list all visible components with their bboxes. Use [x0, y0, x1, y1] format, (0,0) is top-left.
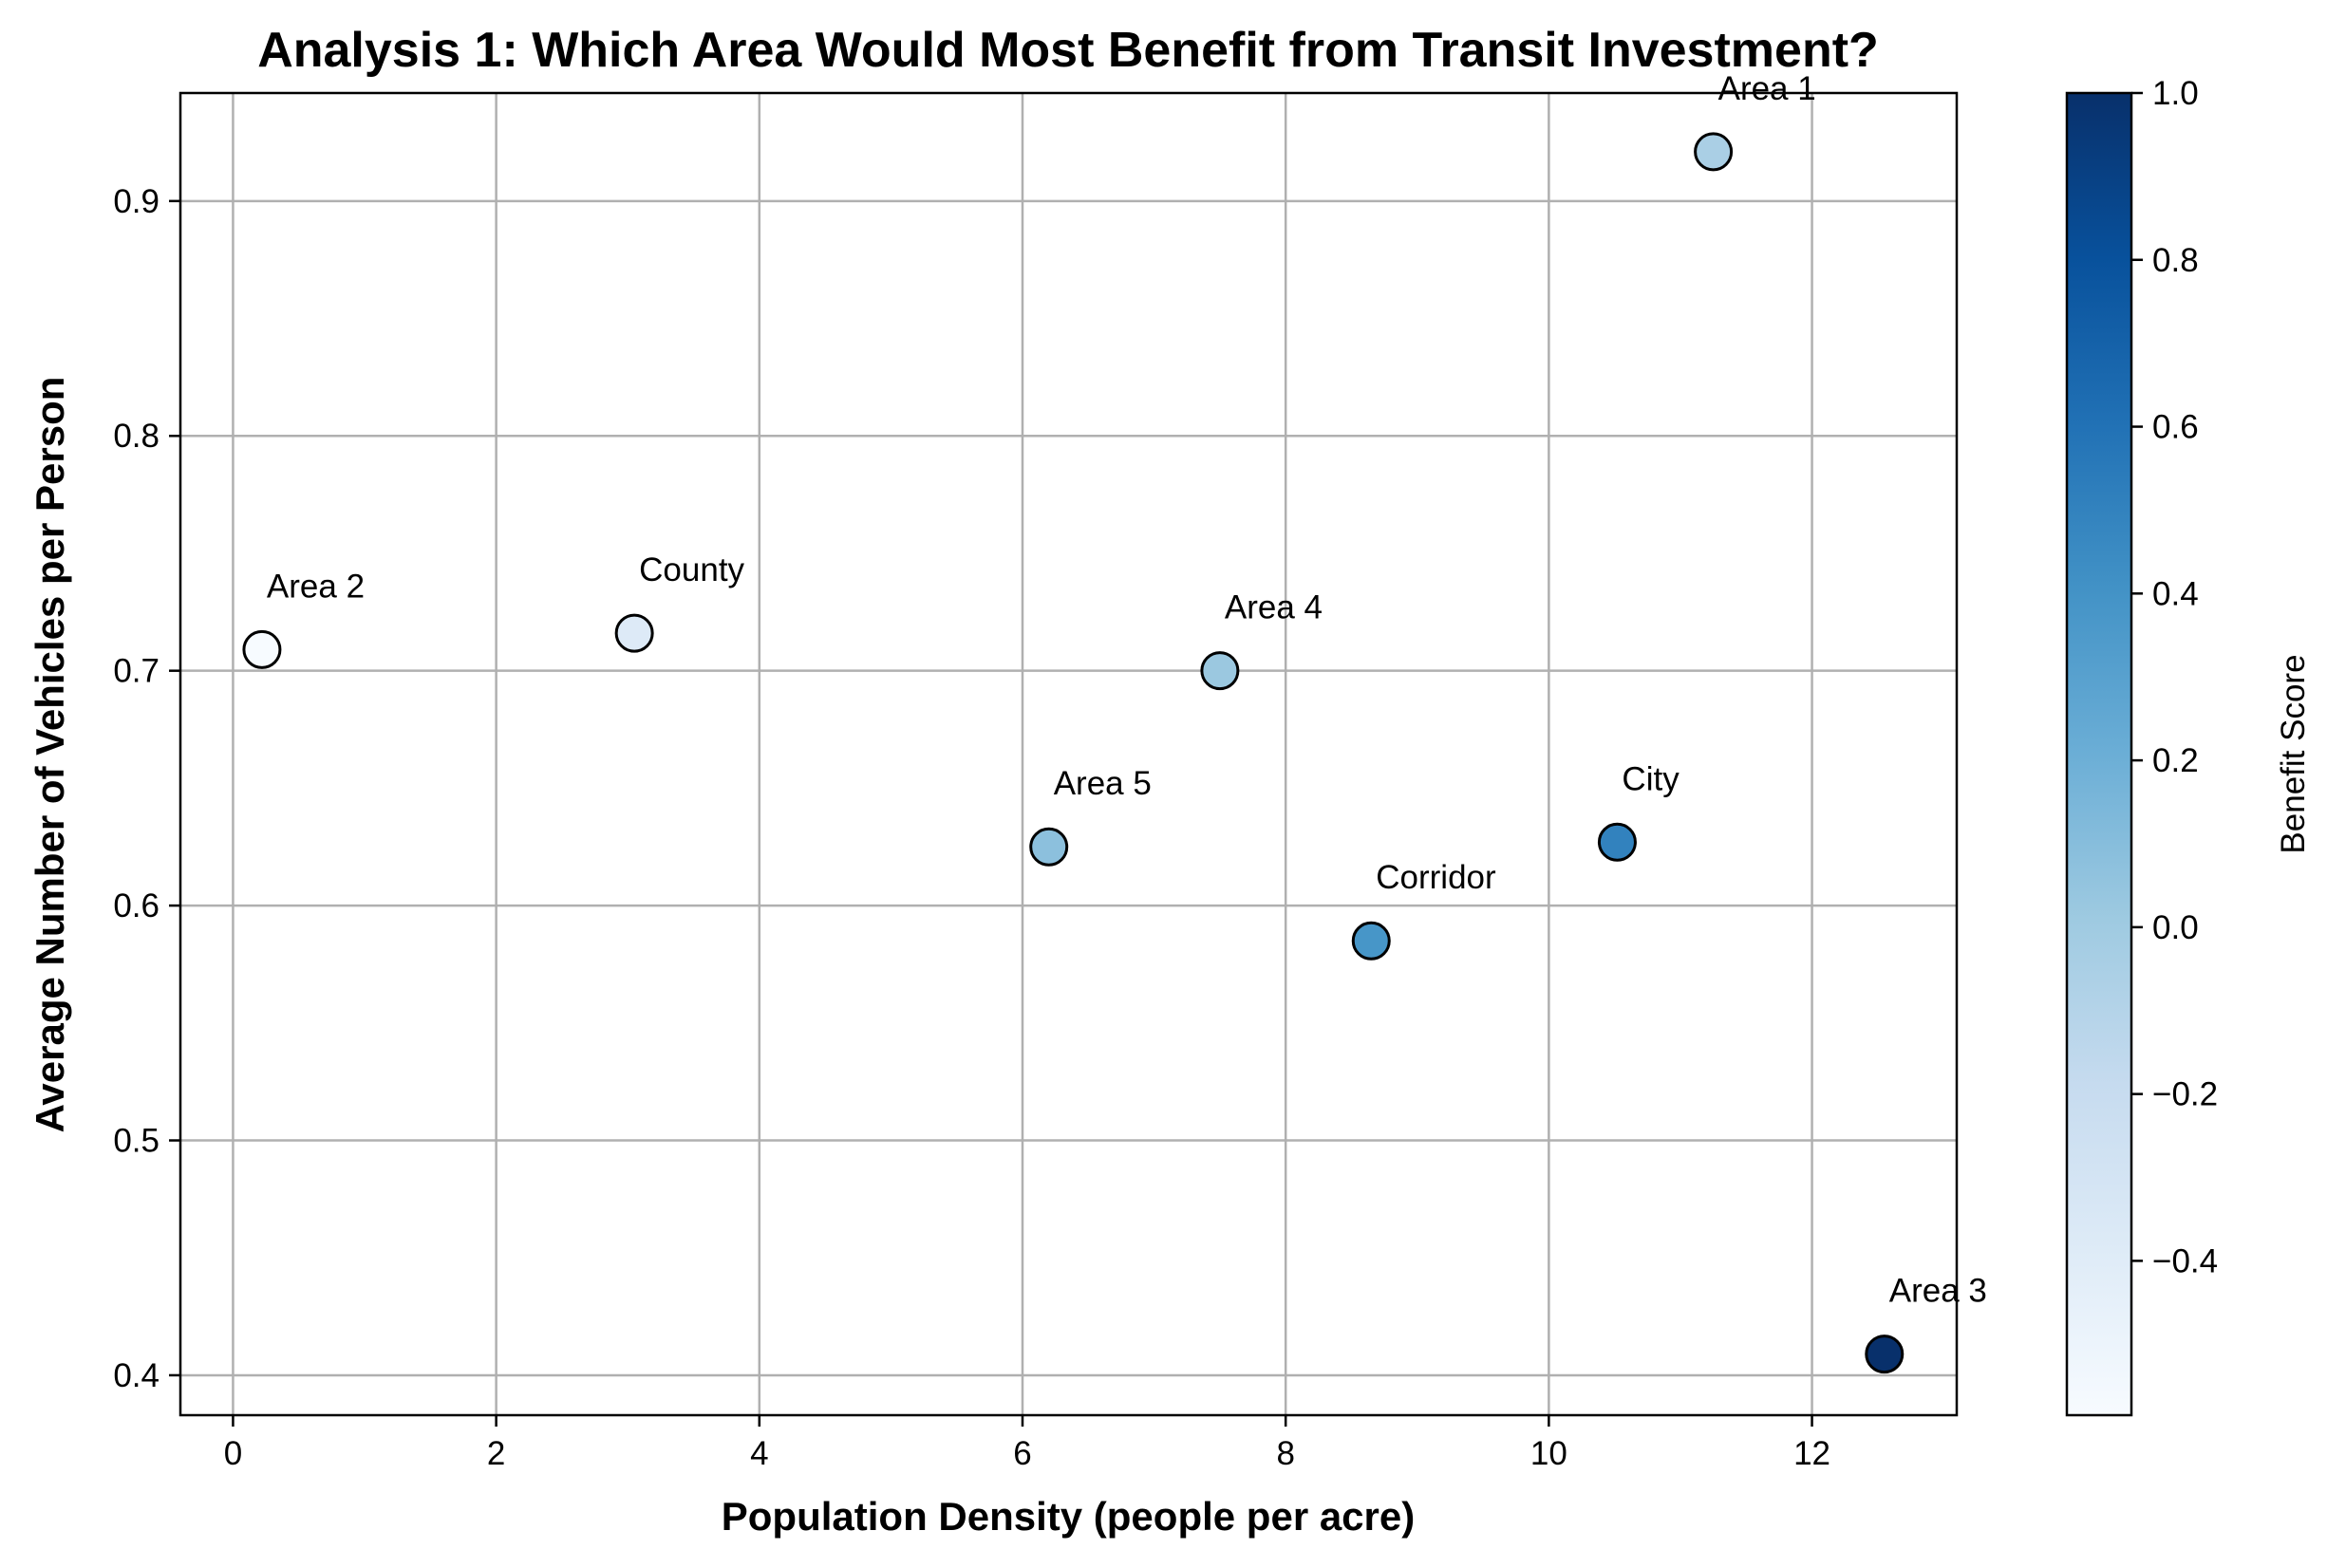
colorbar-tick-label: −0.4: [2152, 1242, 2218, 1279]
x-tick-label: 8: [1276, 1435, 1294, 1472]
y-axis-label: Average Number of Vehicles per Person: [28, 377, 72, 1133]
data-points: [242, 132, 1905, 1374]
x-axis-label: Population Density (people per acre): [722, 1494, 1415, 1539]
y-tick-label: 0.4: [113, 1357, 160, 1394]
colorbar-label: Benefit Score: [2275, 654, 2312, 853]
colorbar: [2065, 91, 2133, 1417]
data-point: [1200, 651, 1240, 691]
colorbar-tick-label: 0.0: [2152, 909, 2199, 946]
x-tick-label: 12: [1793, 1435, 1830, 1472]
x-tick-label: 0: [224, 1435, 242, 1472]
x-tick-label: 10: [1530, 1435, 1567, 1472]
point-label: Area 1: [1718, 70, 1816, 107]
chart-title: Analysis 1: Which Area Would Most Benefi…: [257, 23, 1879, 78]
data-point: [1597, 822, 1637, 862]
x-axis-ticks: 0 2 4 6 8 10 12: [224, 1415, 1830, 1472]
grid-lines: [180, 93, 1957, 1415]
y-tick-label: 0.5: [113, 1123, 160, 1160]
data-point: [242, 629, 282, 669]
point-label: Area 3: [1889, 1273, 1987, 1310]
data-point: [1694, 132, 1734, 172]
point-label: Area 4: [1225, 589, 1323, 626]
point-label: Area 5: [1054, 765, 1152, 802]
colorbar-tick-label: 0.6: [2152, 409, 2199, 446]
x-tick-label: 6: [1013, 1435, 1031, 1472]
point-label: Corridor: [1376, 859, 1496, 896]
colorbar-tick-label: 0.4: [2152, 575, 2199, 612]
point-label: Area 2: [267, 568, 365, 605]
colorbar-tick-label: 0.2: [2152, 742, 2199, 779]
y-axis-ticks: 0.4 0.5 0.6 0.7 0.8 0.9: [113, 183, 180, 1394]
data-point: [1029, 827, 1069, 867]
colorbar-tick-label: 0.8: [2152, 242, 2199, 279]
y-tick-label: 0.8: [113, 418, 160, 455]
colorbar-ticks: −0.4 −0.2 0.0 0.2 0.4 0.6 0.8 1.0: [2131, 75, 2218, 1279]
point-labels: Area 1 Area 2 County Area 4 Area 5 Corridor Ci…: [267, 70, 1987, 1310]
data-point: [1351, 921, 1391, 961]
colorbar-tick-label: −0.2: [2152, 1076, 2218, 1113]
data-point: [614, 613, 654, 653]
x-tick-label: 2: [487, 1435, 505, 1472]
plot-area-frame: [178, 91, 1959, 1417]
point-label: City: [1622, 760, 1680, 797]
y-tick-label: 0.7: [113, 653, 160, 690]
x-tick-label: 4: [750, 1435, 768, 1472]
point-label: County: [639, 551, 744, 588]
colorbar-tick-label: 1.0: [2152, 75, 2199, 112]
data-point: [1865, 1335, 1905, 1374]
y-tick-label: 0.6: [113, 887, 160, 924]
y-tick-label: 0.9: [113, 183, 160, 220]
